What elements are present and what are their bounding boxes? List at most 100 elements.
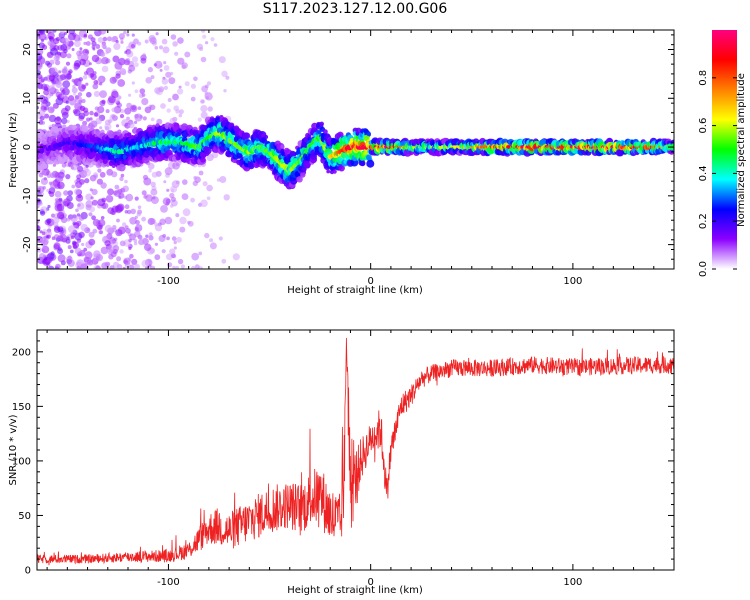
spectrogram-noise-point bbox=[124, 179, 128, 184]
spectrogram-noise-point bbox=[194, 264, 200, 269]
spectrogram-noise-point bbox=[177, 57, 185, 65]
spectrogram-noise-point bbox=[120, 173, 125, 178]
spectrogram-noise-point bbox=[97, 37, 104, 43]
spectrogram-noise-point bbox=[160, 205, 168, 213]
spectrogram-noise-point bbox=[129, 233, 136, 241]
spectrogram-noise-point bbox=[91, 188, 98, 196]
spectrogram-noise-point bbox=[102, 36, 108, 42]
spectrogram-noise-point bbox=[129, 217, 137, 225]
spectrogram-noise-point bbox=[160, 103, 166, 109]
spectrogram-noise-point bbox=[40, 78, 45, 83]
spectrogram-noise-point bbox=[95, 265, 101, 269]
spectrogram-noise-point bbox=[40, 83, 48, 90]
spectrogram-noise-point bbox=[75, 194, 84, 202]
spectrogram-noise-point bbox=[126, 50, 134, 58]
spectrogram-noise-point bbox=[149, 248, 156, 254]
spectrogram-noise-point bbox=[202, 181, 208, 187]
spectrogram-noise-point bbox=[77, 81, 83, 87]
spectrogram-noise-point bbox=[149, 104, 156, 111]
spectrogram-noise-point bbox=[112, 55, 120, 63]
spectrogram-noise-point bbox=[140, 237, 149, 246]
spectrogram-noise-point bbox=[131, 105, 137, 111]
spectrogram-noise-point bbox=[159, 63, 163, 68]
spectrogram-noise-point bbox=[47, 265, 55, 269]
spectrogram-noise-point bbox=[175, 213, 180, 218]
spectrogram-noise-point bbox=[53, 38, 60, 45]
spectrogram-noise-point bbox=[46, 218, 52, 224]
spectrogram-noise-point bbox=[127, 121, 135, 129]
spectrogram-noise-point bbox=[67, 245, 72, 250]
spectrogram-noise-point bbox=[37, 69, 41, 76]
spectrogram-noise-point bbox=[133, 241, 138, 246]
spectrogram-noise-point bbox=[110, 210, 115, 216]
spectrogram-noise-point bbox=[47, 253, 51, 258]
spectrogram-noise-point bbox=[119, 249, 124, 254]
spectrogram-noise-point bbox=[41, 101, 48, 108]
spectrogram-noise-point bbox=[60, 231, 64, 235]
spectrogram-noise-point bbox=[206, 184, 213, 192]
spectrogram-noise-point bbox=[112, 225, 117, 230]
spectrogram-point bbox=[200, 157, 206, 163]
spectrogram-noise-point bbox=[134, 62, 139, 68]
spectrogram-noise-point bbox=[178, 113, 183, 118]
spectrogram-noise-point bbox=[46, 234, 51, 239]
spectrogram-noise-point bbox=[100, 246, 109, 255]
spectrogram-noise-point bbox=[131, 56, 139, 63]
spectrogram-point bbox=[142, 156, 150, 164]
spectrogram-noise-point bbox=[182, 179, 188, 185]
spectrogram-noise-point bbox=[180, 264, 185, 269]
spectrogram-noise-point bbox=[78, 231, 85, 238]
spectrogram-noise-point bbox=[105, 51, 109, 55]
spectrogram-noise-point bbox=[114, 61, 123, 70]
spectrogram-noise-point bbox=[51, 80, 56, 85]
colorbar-tick-label: 0.6 bbox=[698, 118, 709, 134]
spectrogram-noise-point bbox=[159, 68, 163, 72]
spectrogram-point bbox=[38, 154, 43, 158]
spectrogram-noise-point bbox=[57, 181, 65, 190]
spectrogram-noise-point bbox=[85, 41, 91, 46]
spectrogram-noise-point bbox=[81, 53, 89, 60]
spectrogram-noise-point bbox=[60, 44, 68, 51]
spectrogram-noise-point bbox=[85, 193, 93, 201]
spectrogram-noise-point bbox=[108, 95, 116, 104]
spectrogram-noise-point bbox=[134, 227, 139, 232]
spectrogram-noise-point bbox=[47, 85, 55, 93]
spectrogram-noise-point bbox=[37, 186, 45, 193]
spectrogram-noise-point bbox=[141, 259, 150, 268]
y-tick-label: 150 bbox=[12, 402, 31, 413]
spectrogram-noise-point bbox=[37, 61, 42, 66]
spectrogram-noise-point bbox=[85, 82, 89, 86]
spectrogram-noise-point bbox=[107, 188, 114, 196]
spectrogram-noise-point bbox=[92, 71, 97, 75]
spectrogram-noise-point bbox=[209, 242, 217, 250]
spectrogram-noise-point bbox=[55, 91, 62, 99]
spectrogram-noise-point bbox=[56, 203, 65, 212]
spectrogram-point bbox=[338, 164, 345, 172]
spectrogram-noise-point bbox=[110, 36, 117, 43]
spectrogram-noise-point bbox=[123, 59, 130, 66]
snr-x-axis-label: Height of straight line (km) bbox=[287, 585, 423, 596]
spectrogram-noise-point bbox=[134, 113, 143, 122]
spectrogram-point bbox=[155, 123, 160, 128]
spectrogram-noise-point bbox=[72, 241, 79, 249]
spectrogram-noise-point bbox=[162, 234, 167, 238]
spectrogram-noise-point bbox=[119, 176, 124, 182]
spectrogram-noise-point bbox=[175, 265, 179, 269]
spectrogram-noise-point bbox=[144, 106, 152, 114]
spectrogram-noise-point bbox=[38, 32, 47, 41]
spectrogram-point bbox=[326, 169, 331, 174]
x-tick-label: -100 bbox=[157, 577, 180, 588]
spectrogram-point bbox=[81, 125, 89, 133]
spectrogram-noise-point bbox=[65, 100, 70, 104]
spectrogram-noise-point bbox=[94, 106, 99, 111]
spectrogram-point bbox=[355, 127, 362, 134]
spectrogram-noise-point bbox=[91, 54, 100, 63]
y-tick-label: 10 bbox=[22, 92, 33, 105]
spectrogram-noise-point bbox=[69, 249, 74, 254]
spectrogram-noise-point bbox=[201, 85, 209, 93]
spectrogram-noise-point bbox=[117, 188, 123, 194]
spectrogram-noise-point bbox=[37, 204, 40, 209]
spectrogram-point bbox=[300, 172, 306, 178]
spectrogram-noise-point bbox=[38, 30, 45, 34]
